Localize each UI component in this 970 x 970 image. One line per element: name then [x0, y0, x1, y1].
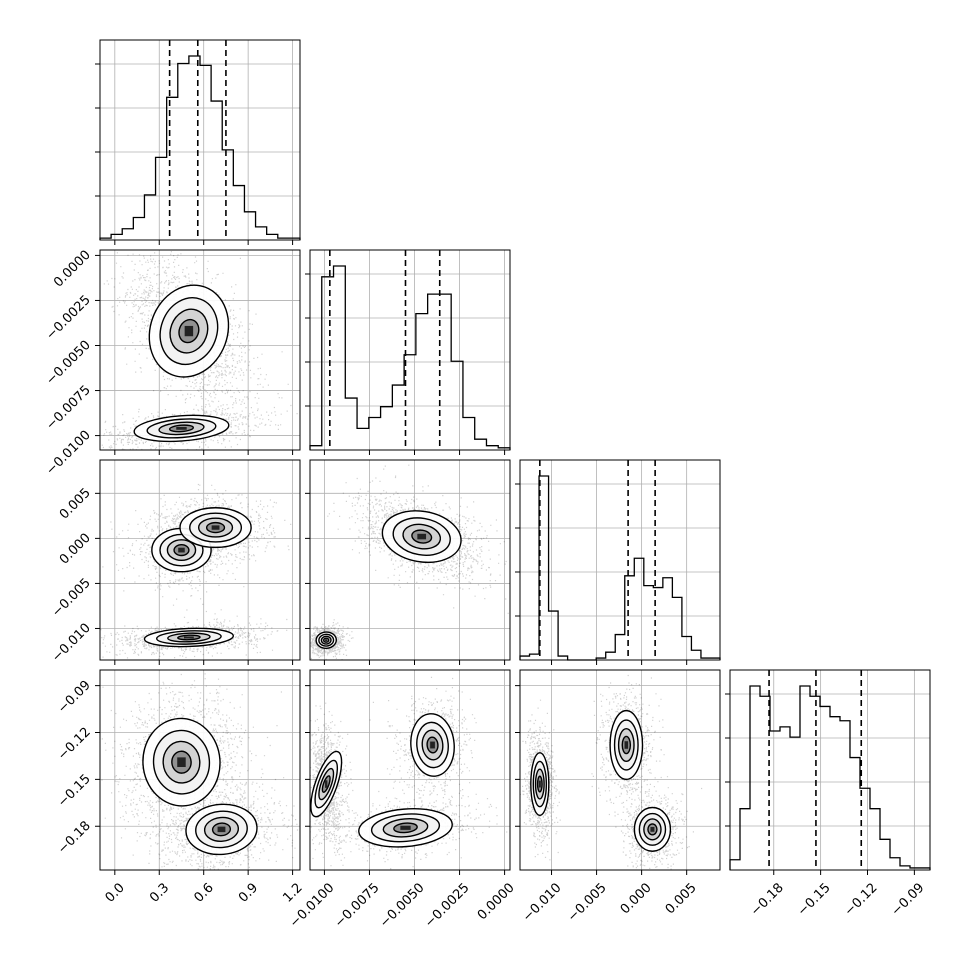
- density-peak: [176, 426, 187, 430]
- scatter-panel-2-3: [515, 669, 721, 875]
- density-peak: [325, 639, 328, 642]
- x-tick-label: −0.12: [842, 880, 881, 919]
- panel-frame: [99, 39, 301, 241]
- hist-panel-0: [95, 39, 301, 245]
- y-tick-label: −0.0100: [43, 428, 93, 478]
- density-peak: [650, 826, 655, 832]
- x-tick-label: 0.9: [236, 880, 261, 905]
- scatter-panel-0-3: [95, 669, 301, 875]
- panel-frame: [519, 459, 721, 661]
- y-tick-label: −0.0075: [43, 383, 93, 433]
- hist-panel-1: [305, 249, 511, 455]
- scatter-panel-0-2: [95, 459, 301, 665]
- density-peak: [217, 826, 226, 833]
- density-peak: [211, 525, 220, 530]
- panel-frame: [309, 459, 511, 661]
- scatter-panel-0-1: [95, 249, 301, 455]
- panel-frame: [519, 669, 721, 871]
- x-tick-label: −0.005: [565, 880, 610, 925]
- panel-frame: [99, 249, 301, 451]
- scatter-points: [100, 483, 300, 660]
- scatter-panel-1-3: [305, 669, 511, 875]
- density-peak: [184, 636, 194, 639]
- density-peak: [178, 547, 185, 553]
- x-tick-label: −0.18: [748, 880, 787, 919]
- histogram-2: [519, 475, 721, 661]
- hist-panel-3: [725, 669, 931, 875]
- density-peak: [624, 741, 629, 749]
- panel-frame: [309, 669, 511, 871]
- y-tick-label: −0.0025: [43, 293, 93, 343]
- x-tick-label: 0.0000: [475, 880, 518, 923]
- scatter-points: [100, 250, 298, 450]
- histogram-0: [99, 55, 301, 240]
- x-tick-label: 0.000: [618, 880, 655, 917]
- y-tick-label: 0.000: [57, 531, 94, 568]
- density-peak: [538, 780, 541, 788]
- histogram-1: [309, 265, 511, 450]
- hist-panel-2: [515, 459, 721, 665]
- density-peak: [400, 825, 411, 830]
- x-tick-label: 0.005: [663, 880, 700, 917]
- y-tick-label: −0.15: [55, 772, 94, 811]
- density-peak: [417, 533, 427, 540]
- scatter-points: [310, 464, 509, 660]
- x-tick-label: 1.2: [280, 880, 305, 905]
- y-tick-label: 0.0000: [51, 248, 94, 291]
- x-tick-label: −0.010: [520, 880, 565, 925]
- y-tick-label: −0.005: [49, 576, 94, 621]
- x-tick-label: 0.3: [147, 880, 172, 905]
- y-tick-label: −0.010: [49, 621, 94, 666]
- density-peak: [325, 780, 328, 788]
- y-tick-label: −0.0050: [43, 338, 93, 388]
- panel-frame: [729, 669, 931, 871]
- y-tick-label: −0.09: [55, 678, 94, 717]
- panel-frame: [99, 459, 301, 661]
- panel-frame: [99, 669, 301, 871]
- x-tick-label: −0.0075: [332, 880, 382, 930]
- x-tick-label: −0.09: [889, 880, 928, 919]
- y-tick-label: −0.18: [55, 818, 94, 857]
- x-tick-label: 0.6: [192, 880, 217, 905]
- x-tick-label: 0.0: [103, 880, 128, 905]
- scatter-panel-1-2: [305, 459, 511, 665]
- density-peak: [177, 757, 186, 767]
- x-tick-label: −0.0050: [377, 880, 427, 930]
- x-tick-label: −0.15: [795, 880, 834, 919]
- density-peak: [430, 741, 435, 749]
- x-tick-label: −0.0025: [422, 880, 472, 930]
- y-tick-label: −0.12: [55, 725, 94, 764]
- y-tick-label: 0.005: [57, 486, 94, 523]
- histogram-3: [729, 685, 931, 870]
- panel-frame: [309, 249, 511, 451]
- density-peak: [184, 325, 194, 337]
